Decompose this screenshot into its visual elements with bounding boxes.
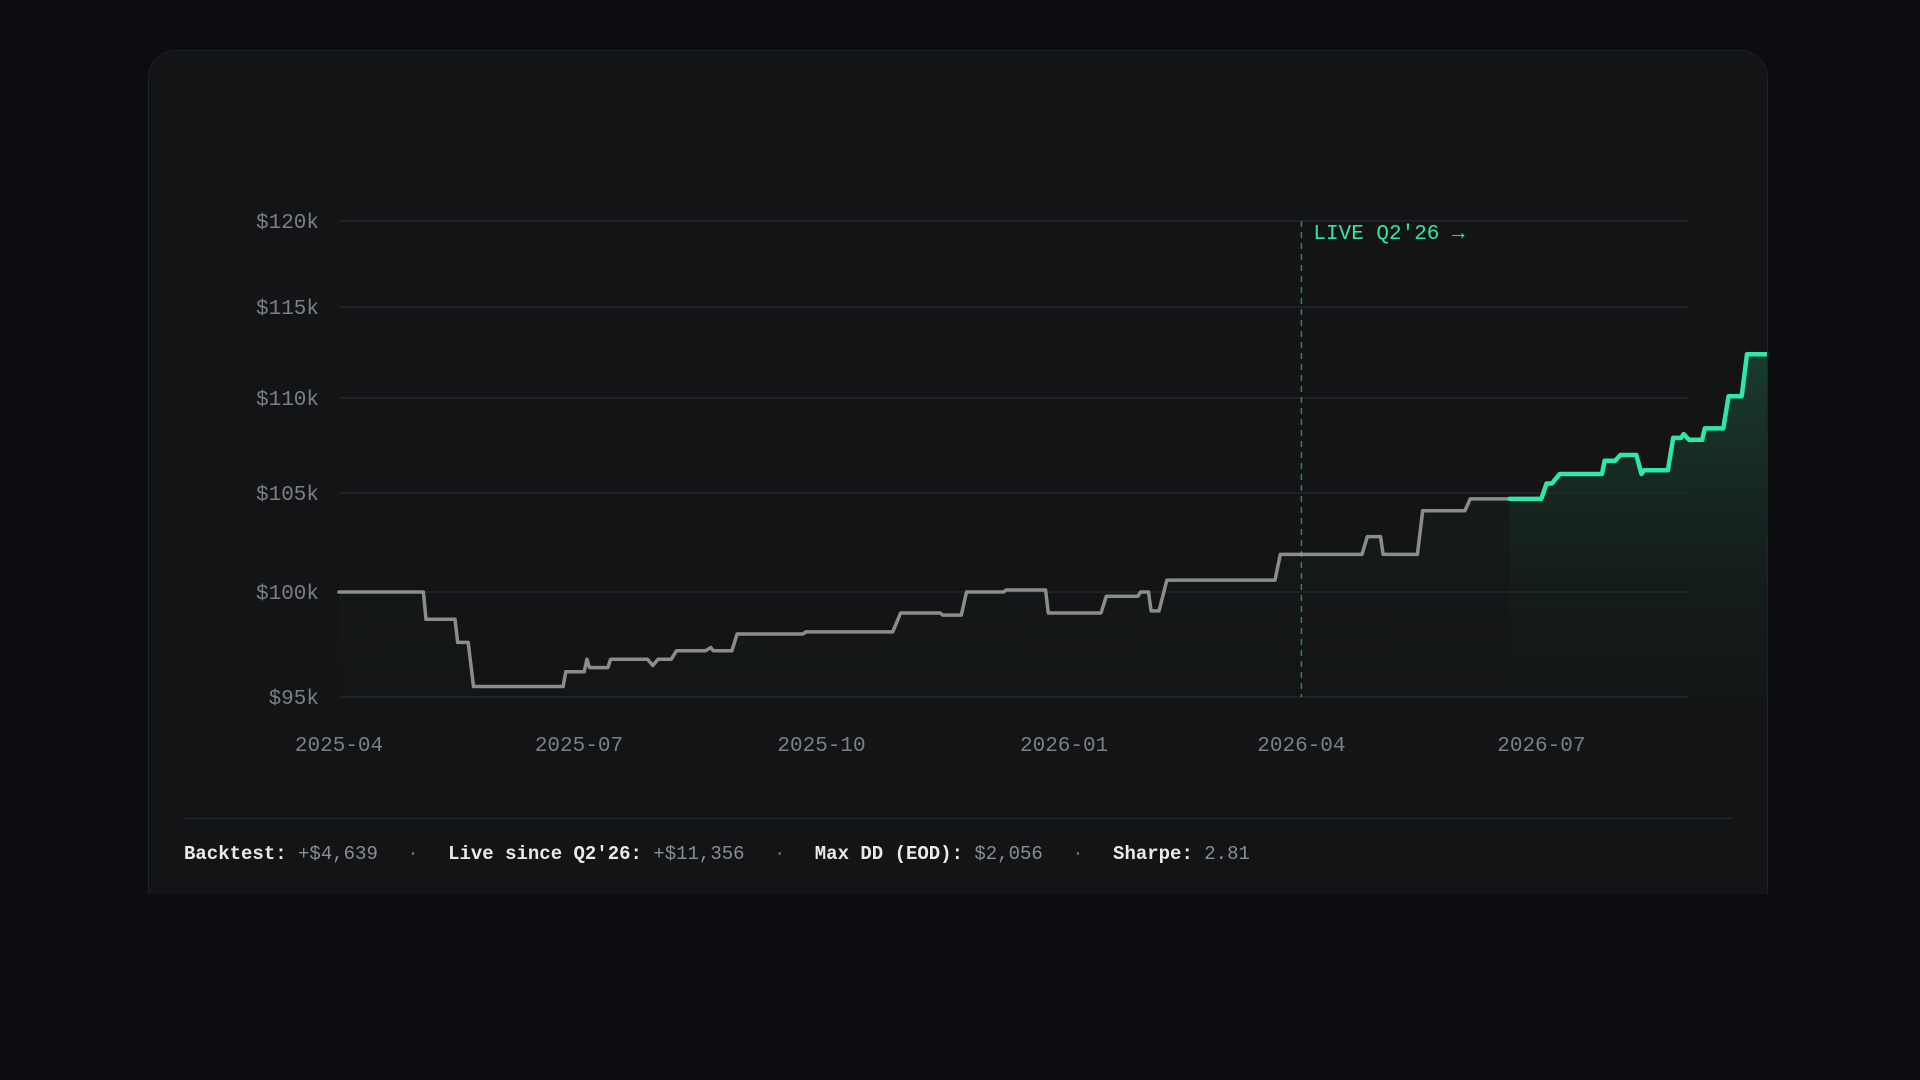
- separator: ·: [773, 843, 786, 865]
- y-tick-label: $105k: [256, 484, 319, 507]
- live-area-fill: [1509, 354, 1767, 697]
- stats-footer: Backtest: +$4,639 · Live since Q2'26: +$…: [184, 818, 1732, 865]
- backtest-label: Backtest:: [184, 843, 287, 865]
- y-tick-label: $100k: [256, 583, 319, 606]
- live-value: +$11,356: [653, 843, 745, 865]
- x-tick-label: 2025-07: [535, 735, 623, 758]
- live-label: Live since Q2'26:: [448, 843, 642, 865]
- x-tick-label: 2026-04: [1257, 735, 1345, 758]
- x-tick-label: 2026-07: [1497, 735, 1585, 758]
- sharpe-label: Sharpe:: [1113, 843, 1193, 865]
- equity-area-fill: [339, 354, 1767, 697]
- y-tick-label: $120k: [256, 212, 319, 235]
- y-tick-label: $95k: [269, 688, 319, 711]
- equity-chart: $120k $115k $110k $105k $100k $95k 2025-04 2025…: [256, 212, 1767, 758]
- max-dd-label: Max DD (EOD):: [814, 843, 963, 865]
- x-tick-label: 2026-01: [1020, 735, 1108, 758]
- sharpe-value: 2.81: [1204, 843, 1250, 865]
- x-tick-label: 2025-10: [777, 735, 865, 758]
- live-annotation-label: LIVE Q2'26 →: [1313, 223, 1465, 246]
- separator: ·: [407, 843, 419, 865]
- y-tick-label: $115k: [256, 298, 319, 321]
- max-dd-value: $2,056: [974, 843, 1043, 865]
- backtest-line: [337, 497, 1512, 689]
- x-tick-label: 2025-04: [295, 735, 383, 758]
- backtest-value: +$4,639: [298, 843, 378, 865]
- y-tick-label: $110k: [256, 389, 319, 412]
- separator: ·: [1072, 843, 1084, 865]
- live-line: [1507, 352, 1767, 502]
- chart-card: $120k $115k $110k $105k $100k $95k 2025-04 2025…: [148, 50, 1768, 894]
